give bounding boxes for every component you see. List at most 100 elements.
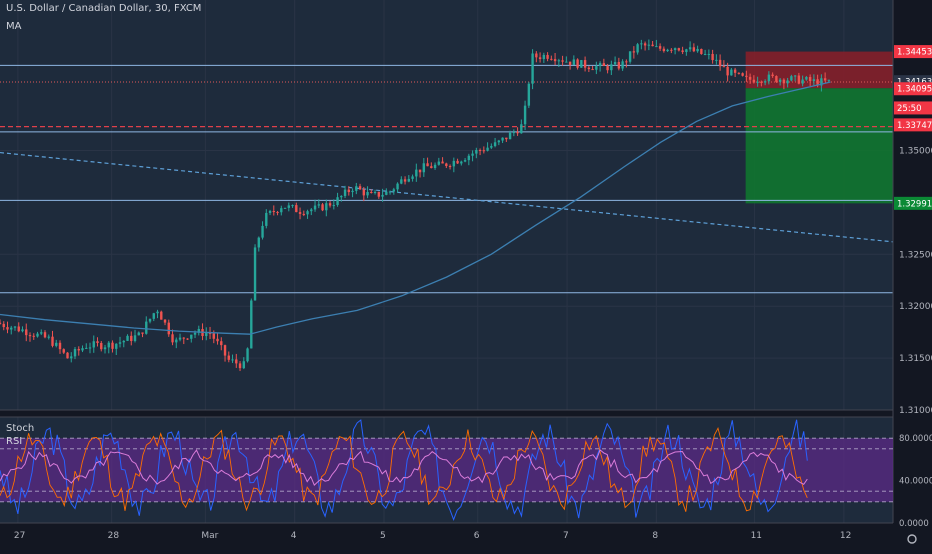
candle-body	[40, 332, 43, 334]
candle-body	[497, 140, 501, 143]
candle-body	[336, 197, 339, 206]
candle-body	[6, 327, 9, 330]
candle-body	[302, 213, 305, 215]
candle-body	[115, 343, 118, 349]
moving-average-line	[0, 81, 831, 335]
gear-icon[interactable]	[907, 534, 917, 544]
candle-body	[36, 333, 39, 337]
candle-body	[531, 53, 534, 84]
price-label-bg-target	[894, 196, 932, 210]
candle-body	[490, 146, 493, 148]
candle-body	[160, 311, 163, 320]
candle-body	[400, 179, 403, 184]
y-tick-label: 1.31500	[899, 354, 932, 364]
candle-body	[235, 359, 238, 364]
candle-body	[595, 66, 598, 70]
candle-body	[478, 150, 482, 152]
candle-body	[677, 48, 681, 51]
candle-body	[598, 63, 602, 67]
candle-body	[133, 335, 137, 342]
stoch-d-line	[0, 426, 808, 512]
candle-body	[88, 347, 92, 349]
stoch-legend[interactable]: Stoch	[6, 423, 35, 434]
price-label-bg-entry	[894, 82, 932, 96]
candle-body	[238, 363, 242, 369]
candle-body	[62, 349, 65, 353]
candle-body	[148, 318, 152, 322]
candle-body	[760, 81, 763, 83]
price-label-dashed: 1.33747	[897, 121, 932, 131]
candle-body	[25, 329, 28, 336]
candle-body	[610, 64, 613, 71]
rsi-legend[interactable]: RSI	[6, 436, 23, 447]
candle-body	[718, 59, 722, 67]
candle-body	[231, 359, 234, 361]
x-tick-label: 7	[563, 531, 569, 541]
candle-body	[107, 342, 110, 348]
candle-body	[576, 59, 579, 68]
candle-body	[377, 191, 381, 197]
candle-body	[313, 205, 317, 210]
candle-body	[242, 361, 245, 369]
price-label-target: 1.32991	[897, 199, 932, 209]
candle-body	[182, 337, 185, 339]
candle-body	[433, 164, 437, 169]
candle-body	[602, 63, 606, 66]
candle-body	[261, 225, 264, 238]
candle-body	[486, 147, 489, 151]
candle-body	[606, 65, 609, 71]
candle-body	[508, 132, 512, 140]
candle-body	[291, 205, 294, 207]
candle-body	[332, 205, 336, 207]
x-tick-label: 27	[14, 531, 25, 541]
candle-body	[430, 166, 433, 169]
candle-body	[445, 163, 448, 167]
candle-body	[741, 73, 744, 76]
candle-body	[92, 341, 95, 348]
candle-body	[550, 58, 553, 60]
symbol-title[interactable]: U.S. Dollar / Canadian Dollar, 30, FXCM	[6, 3, 202, 14]
candle-body	[227, 355, 230, 360]
candle-body	[737, 72, 741, 74]
candle-body	[621, 61, 624, 69]
candle-body	[475, 150, 478, 154]
rsi-line	[0, 449, 808, 486]
candle-body	[366, 192, 369, 196]
candle-body	[276, 211, 279, 213]
candle-body	[47, 336, 50, 338]
stop-loss-zone	[745, 51, 893, 89]
candle-body	[820, 78, 823, 86]
candle-body	[122, 340, 125, 343]
candle-body	[628, 51, 632, 62]
stoch-k-line	[0, 419, 808, 522]
oscillator-tick-label: 40.0000	[899, 477, 932, 487]
candle-body	[17, 326, 20, 332]
candle-body	[763, 81, 767, 83]
candle-body	[81, 348, 84, 351]
ma-legend[interactable]: MA	[6, 21, 22, 32]
candle-body	[111, 342, 114, 349]
x-tick-label: 4	[291, 531, 297, 541]
candle-body	[77, 349, 80, 351]
candle-body	[767, 74, 771, 82]
candle-body	[775, 76, 778, 82]
candle-body	[655, 46, 658, 48]
candle-body	[793, 75, 797, 77]
x-tick-label: Mar	[201, 531, 218, 541]
candle-body	[463, 160, 467, 162]
candle-body	[797, 75, 801, 84]
candle-body	[591, 69, 594, 71]
candle-body	[790, 76, 793, 81]
price-label-bg-countdown	[894, 101, 932, 115]
candle-body	[692, 47, 696, 52]
candle-body	[283, 207, 287, 209]
candle-body	[212, 333, 215, 339]
candle-body	[73, 349, 77, 357]
candle-body	[156, 311, 159, 314]
candle-body	[553, 59, 557, 62]
candle-body	[688, 47, 692, 50]
candle-body	[272, 210, 275, 212]
x-tick-label: 6	[474, 531, 480, 541]
candle-body	[703, 53, 707, 55]
